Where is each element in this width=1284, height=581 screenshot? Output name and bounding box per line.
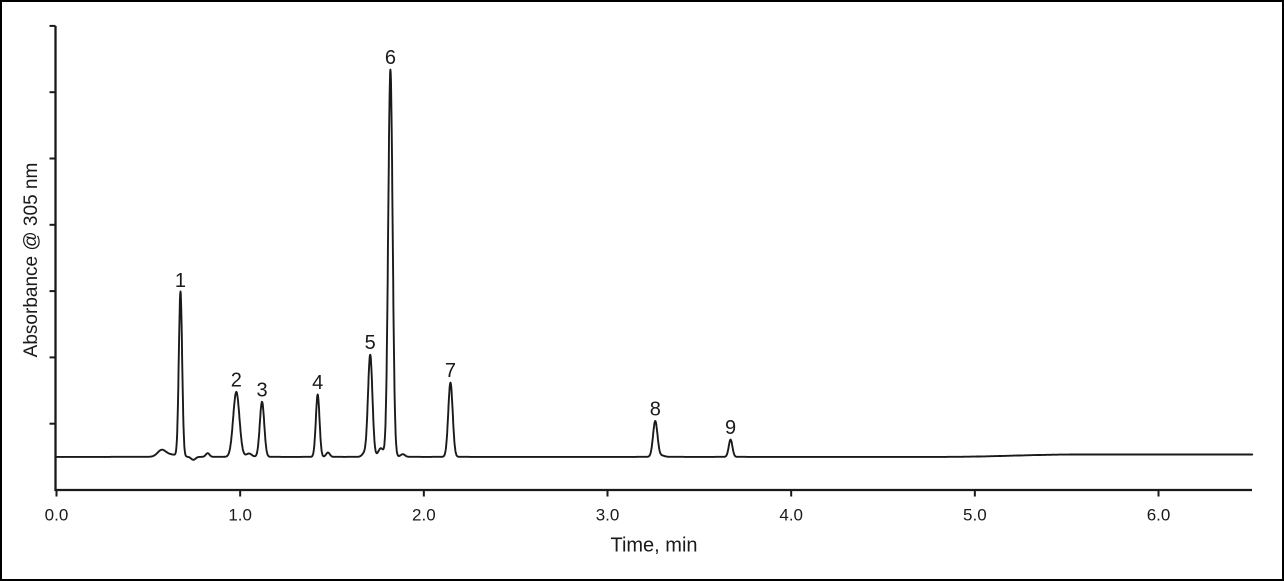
- x-axis-tick-label: 2.0: [412, 506, 436, 525]
- peak-label-3: 3: [256, 379, 267, 401]
- peak-label-1: 1: [175, 270, 186, 292]
- peak-label-7: 7: [445, 360, 456, 382]
- peak-label-4: 4: [312, 372, 323, 394]
- x-axis-tick-label: 1.0: [228, 506, 252, 525]
- x-axis-tick-label: 0.0: [45, 506, 69, 525]
- x-axis-tick-label: 6.0: [1147, 506, 1171, 525]
- chromatogram-trace: [55, 68, 1254, 461]
- peak-label-9: 9: [725, 417, 736, 439]
- x-axis-tick-label: 5.0: [963, 506, 987, 525]
- peak-label-5: 5: [365, 332, 376, 354]
- peak-label-8: 8: [650, 399, 661, 421]
- x-axis-tick-label: 3.0: [596, 506, 620, 525]
- y-axis-title: Absorbance @ 305 nm: [21, 162, 42, 358]
- x-axis-title: Time, min: [610, 534, 698, 557]
- x-axis-tick-label: 4.0: [779, 506, 803, 525]
- peak-label-6: 6: [385, 47, 396, 69]
- peak-label-2: 2: [231, 369, 242, 391]
